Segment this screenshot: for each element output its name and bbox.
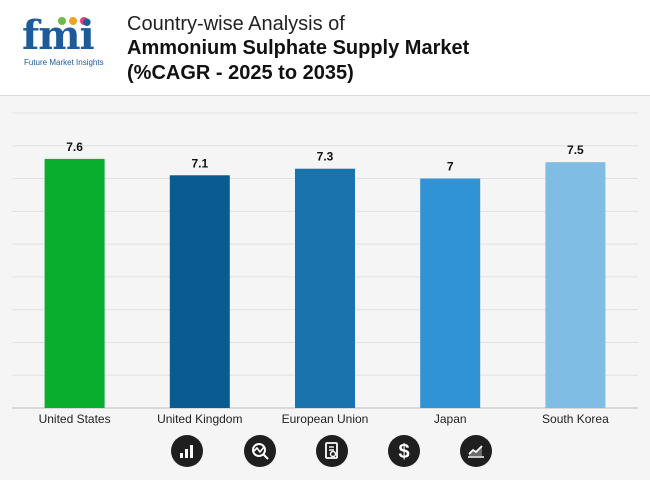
x-tick-label: European Union bbox=[282, 412, 369, 426]
logo-tagline: Future Market Insights bbox=[24, 58, 104, 67]
data-label: 7.3 bbox=[317, 150, 334, 164]
bar bbox=[44, 158, 105, 408]
x-tick-label: South Korea bbox=[542, 412, 609, 426]
document-search-icon bbox=[316, 435, 348, 467]
x-tick-label: United States bbox=[39, 412, 111, 426]
data-label: 7.6 bbox=[66, 140, 83, 154]
trend-analysis-icon bbox=[244, 435, 276, 467]
title-line-2: Ammonium Sulphate Supply Market bbox=[127, 37, 470, 59]
x-tick-label: Japan bbox=[434, 412, 467, 426]
footer-icons: $ bbox=[0, 432, 650, 472]
logo-dots bbox=[58, 12, 91, 30]
bar bbox=[169, 175, 230, 408]
title-line-1: Country-wise Analysis of bbox=[127, 13, 345, 35]
data-label: 7.1 bbox=[191, 156, 208, 170]
fmi-logo: fmi Future Market Insights bbox=[20, 12, 110, 72]
bar bbox=[545, 162, 606, 408]
header: fmi Future Market Insights Country-wise … bbox=[0, 0, 650, 95]
logo-text: fmi bbox=[22, 12, 95, 59]
header-divider bbox=[0, 95, 650, 96]
title-line-3: (%CAGR - 2025 to 2035) bbox=[127, 62, 354, 84]
data-label: 7.5 bbox=[567, 143, 584, 157]
x-tick-label: United Kingdom bbox=[157, 412, 242, 426]
bar bbox=[295, 168, 355, 408]
data-label: 7 bbox=[447, 160, 454, 174]
chart-title: Country-wise Analysis of Ammonium Sulpha… bbox=[127, 12, 627, 86]
bar-chart: 7.6 United States 7.1 United Kingdom 7.3 Euro… bbox=[12, 112, 638, 426]
bar-chart-icon bbox=[171, 435, 203, 467]
bar bbox=[420, 178, 481, 408]
svg-text:$: $ bbox=[398, 441, 409, 462]
line-chart-icon bbox=[460, 435, 492, 467]
dollar-icon: $ bbox=[388, 435, 420, 467]
